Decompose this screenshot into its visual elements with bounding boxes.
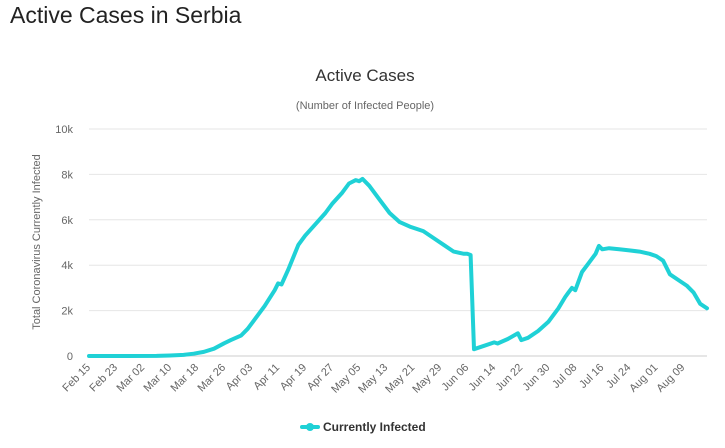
x-tick-label: Apr 11 [251, 362, 282, 393]
x-tick-label: Aug 01 [627, 362, 660, 395]
x-tick-label: Jul 16 [577, 362, 606, 391]
x-tick-label: Apr 19 [278, 362, 309, 393]
x-tick-label: Feb 23 [87, 362, 120, 395]
x-tick-label: Aug 09 [654, 362, 687, 395]
x-tick-label: Mar 26 [195, 362, 228, 395]
y-tick-label: 2k [61, 306, 73, 318]
x-tick-label: Mar 02 [114, 362, 147, 395]
chart-title: Active Cases [315, 66, 414, 85]
y-axis-label: Total Coronavirus Currently Infected [31, 154, 43, 329]
x-tick-label: May 13 [356, 362, 390, 396]
legend-label[interactable]: Currently Infected [323, 420, 426, 434]
x-tick-label: Mar 18 [168, 362, 201, 395]
y-tick-labels: 0 2k 4k 6k 8k 10k [55, 124, 73, 363]
legend-swatch-marker [306, 423, 314, 431]
y-tick-label: 8k [61, 169, 73, 181]
x-tick-label: May 05 [329, 362, 363, 396]
x-tick-label: May 29 [410, 362, 444, 396]
chart-subtitle: (Number of Infected People) [296, 100, 434, 112]
x-tick-label: Apr 03 [224, 362, 255, 393]
series-line-currently-infected[interactable] [87, 176, 709, 358]
y-tick-label: 0 [67, 351, 73, 363]
x-tick-label: Jun 22 [494, 362, 526, 394]
page-title: Active Cases in Serbia [10, 2, 242, 28]
y-tick-label: 4k [61, 260, 73, 272]
x-tick-label: May 21 [383, 362, 417, 396]
y-tick-label: 6k [61, 215, 73, 227]
x-tick-label: Jun 06 [440, 362, 472, 394]
series-layer [87, 176, 709, 358]
x-tick-label: Jul 08 [550, 362, 579, 391]
x-tick-label: Jun 30 [521, 362, 553, 394]
y-tick-label: 10k [55, 124, 73, 136]
x-tick-label: Jun 14 [467, 362, 499, 394]
x-tick-label: Feb 15 [60, 362, 93, 395]
grid-layer [89, 128, 707, 357]
x-tick-label: Mar 10 [141, 362, 174, 395]
legend[interactable]: Currently Infected [300, 420, 426, 434]
